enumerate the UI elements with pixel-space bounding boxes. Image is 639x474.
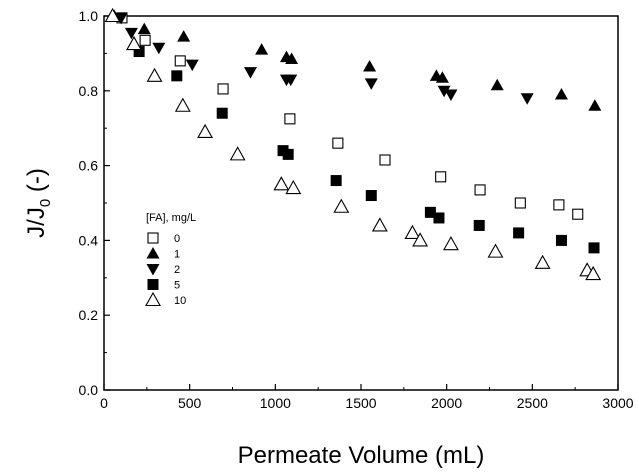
series-0 <box>116 12 584 220</box>
data-point <box>588 242 600 254</box>
data-point <box>379 154 391 166</box>
data-point <box>284 113 296 125</box>
data-point <box>171 70 183 82</box>
data-point <box>534 254 551 269</box>
x-tick-label: 1000 <box>260 395 291 411</box>
data-point <box>174 55 186 67</box>
legend-marker <box>145 291 161 307</box>
data-point <box>174 97 191 112</box>
data-point <box>364 78 378 90</box>
legend-label: 1 <box>174 249 180 261</box>
data-point <box>555 234 567 246</box>
series-5 <box>133 46 600 254</box>
data-point <box>443 236 459 251</box>
x-axis-title: Permeate Volume (mL) <box>238 442 485 469</box>
data-point <box>243 67 257 79</box>
data-point <box>365 190 377 202</box>
x-tick-label: 2000 <box>431 395 462 411</box>
data-point <box>285 52 299 65</box>
data-point <box>124 27 138 40</box>
data-point <box>255 43 269 55</box>
y-axis-title-main: J/J <box>23 207 50 238</box>
y-tick-label: 0.4 <box>79 232 99 248</box>
data-point <box>514 197 526 209</box>
legend-label: 0 <box>174 233 180 245</box>
series-10 <box>104 7 602 281</box>
data-point <box>444 89 458 102</box>
data-point <box>284 74 298 87</box>
data-point <box>217 83 229 95</box>
data-point <box>588 99 602 111</box>
x-tick-label: 2500 <box>517 395 548 411</box>
data-point <box>332 137 344 149</box>
data-point <box>137 22 151 35</box>
data-point <box>412 232 429 247</box>
data-point <box>513 227 525 239</box>
data-point <box>177 30 191 42</box>
data-points <box>104 7 602 281</box>
data-point <box>474 184 486 196</box>
legend-label: 5 <box>174 280 180 292</box>
data-point <box>197 123 214 138</box>
legend-marker <box>147 232 159 244</box>
series-2 <box>114 12 534 105</box>
data-point <box>490 78 504 91</box>
y-tick-label: 0.2 <box>79 307 99 323</box>
data-point <box>126 35 142 51</box>
data-point <box>229 146 246 161</box>
data-point <box>433 212 445 224</box>
x-tick-label: 500 <box>178 395 202 411</box>
legend-marker <box>147 279 159 290</box>
y-tick-label: 0.8 <box>79 83 99 99</box>
x-tick-label: 1500 <box>345 395 376 411</box>
legend-marker <box>146 247 160 259</box>
y-axis-title: J/J0 (-) <box>23 168 54 238</box>
legend-label: 2 <box>174 264 180 276</box>
data-point <box>114 12 128 25</box>
data-point <box>437 85 451 98</box>
data-point <box>139 34 151 46</box>
x-tick-label: 0 <box>100 395 108 411</box>
data-point <box>152 42 166 55</box>
data-point <box>572 208 584 220</box>
legend: [FA], mg/L 0 1 2 5 10 <box>145 212 196 307</box>
data-point <box>330 175 342 187</box>
y-tick-label: 0.6 <box>79 158 99 174</box>
data-point <box>585 265 602 281</box>
axis-ticks: 0 500 1000 1500 2000 2500 3000 0.0 0.2 0.4 0.6 0.8 1… <box>79 8 634 411</box>
legend-marker <box>146 264 160 276</box>
data-point <box>473 219 485 231</box>
data-point <box>424 206 436 218</box>
data-point <box>333 198 350 213</box>
data-point <box>553 199 565 211</box>
data-point <box>371 217 388 232</box>
data-point <box>435 71 449 83</box>
data-point <box>404 224 421 239</box>
legend-label: 10 <box>174 295 186 307</box>
x-tick-label: 3000 <box>602 395 633 411</box>
data-point <box>216 107 228 119</box>
y-axis-title-sub: 0 <box>37 199 54 207</box>
data-point <box>133 46 145 58</box>
data-point <box>363 59 377 72</box>
data-point <box>435 171 447 183</box>
data-point <box>282 148 294 160</box>
data-point <box>554 88 568 100</box>
y-axis-title-suffix: (-) <box>23 168 50 199</box>
data-point <box>273 176 290 191</box>
data-point <box>185 59 199 72</box>
y-tick-label: 1.0 <box>79 8 99 24</box>
data-point <box>146 67 163 82</box>
y-tick-label: 0.0 <box>79 382 99 398</box>
legend-title: [FA], mg/L <box>146 212 196 224</box>
data-point <box>520 93 534 105</box>
data-point <box>487 243 504 258</box>
data-point <box>285 179 302 195</box>
data-point <box>104 7 121 23</box>
